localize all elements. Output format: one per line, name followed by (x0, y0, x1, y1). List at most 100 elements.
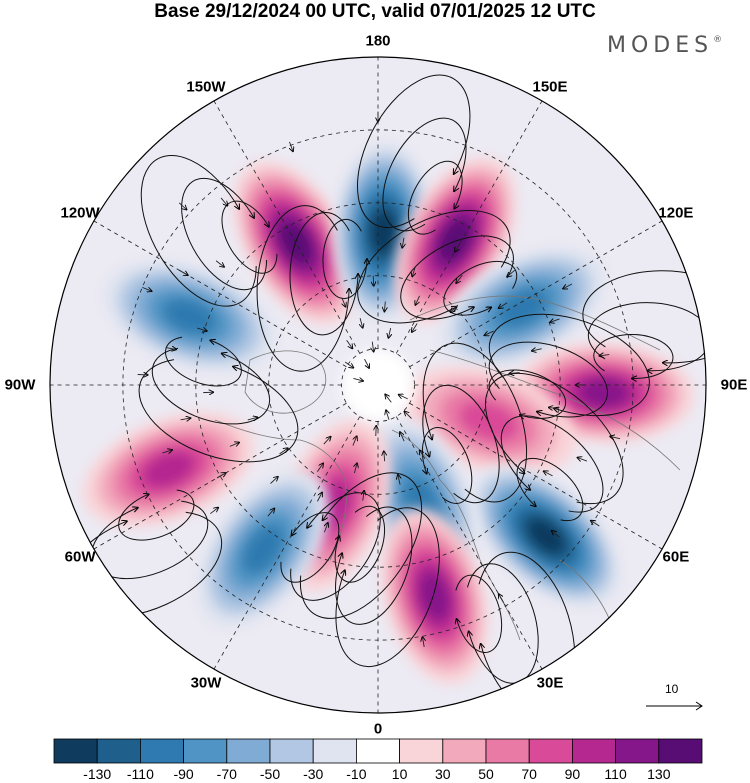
wind-arrow (412, 266, 415, 277)
colorbar-bin (399, 738, 444, 764)
lon-60e: 60E (662, 548, 690, 566)
wind-arrow (422, 637, 424, 648)
low-35w (197, 470, 329, 629)
wind-arrow (363, 491, 364, 501)
map-title: Base 29/12/2024 00 UTC, valid 07/01/2025… (154, 1, 596, 22)
high-15e (380, 508, 489, 685)
wind-arrow (499, 302, 508, 308)
meridian (395, 416, 543, 670)
lon-90e: 90E (720, 376, 748, 394)
wind-arrow (354, 463, 357, 474)
stream-high-20w (334, 505, 440, 668)
colorbar-tick-label: 70 (521, 766, 537, 782)
low-50e (471, 465, 621, 607)
wind-arrow (317, 463, 323, 472)
colorbar-bin (572, 738, 617, 764)
wind-arrow (290, 141, 293, 151)
wind-arrow (344, 361, 353, 368)
colorbar-tick-label: 30 (435, 766, 451, 782)
wind-arrow (398, 475, 400, 485)
wind-arrow (372, 341, 373, 352)
meridian (93, 402, 347, 550)
wind-arrow (220, 197, 227, 206)
wind-arrow (197, 328, 207, 331)
wind-arrow (352, 436, 357, 446)
modes-logo: MODES® (607, 33, 722, 58)
map-border (49, 56, 707, 714)
high-70w (82, 412, 255, 527)
lon-120e: 120E (658, 204, 694, 222)
wind-arrow (402, 237, 404, 248)
colorbar-tick-label: 90 (564, 766, 581, 782)
wind-arrow (215, 260, 224, 267)
wind-arrow (544, 471, 553, 477)
registered-mark: ® (713, 35, 723, 45)
wind-arrow (563, 283, 573, 289)
wind-arrow (485, 330, 494, 335)
lon-150e: 150E (532, 78, 568, 96)
colorbar-bin (53, 738, 98, 764)
wind-arrow (323, 437, 331, 445)
wind-arrow (415, 295, 420, 305)
wind-arrow (610, 436, 621, 438)
colorbar-tick-label: -30 (303, 766, 324, 782)
wind-arrow (279, 448, 287, 455)
wind-arrow (532, 349, 542, 351)
colorbar-tick-label: -90 (173, 766, 194, 782)
stream-low-35w (280, 472, 423, 619)
colorbar-bin (139, 738, 184, 764)
stream-low-110w (138, 336, 299, 463)
lon-30e: 30E (536, 674, 564, 692)
high-150w (233, 161, 359, 325)
wind-arrow (507, 269, 516, 276)
anomaly-field (82, 142, 694, 685)
wind-arrow (385, 394, 392, 403)
wind-arrow (456, 274, 463, 283)
colorbar-tick-label: 50 (478, 766, 494, 782)
wind-arrow (510, 373, 520, 374)
wind-arrow (404, 411, 412, 419)
colorbar-bin (183, 738, 228, 764)
brand-name: MODES (607, 33, 714, 58)
colorbar-bin (312, 738, 357, 764)
wind-arrow (451, 304, 459, 312)
wind-arrow (399, 395, 408, 400)
wind-arrow (210, 508, 218, 515)
wind-arrow (549, 407, 559, 408)
wind-arrow (142, 286, 151, 291)
colorbar-tick-label: -110 (126, 766, 154, 782)
wind-arrow (591, 521, 600, 527)
meridian (213, 416, 361, 670)
colorbar-bin (442, 738, 487, 764)
coastline-1 (244, 350, 327, 414)
wind-arrow (550, 319, 560, 322)
wind-arrow (364, 358, 370, 368)
lon-90w: 90W (4, 376, 36, 394)
lon-60w: 60W (64, 548, 96, 566)
wind-arrow (384, 451, 385, 462)
colorbar-tick-label: -70 (216, 766, 237, 782)
wind-arrow (420, 450, 426, 460)
pole-neutral (342, 349, 414, 421)
wind-arrow (341, 297, 346, 306)
meridian (213, 100, 361, 354)
colorbar-tick-label: -130 (83, 766, 112, 782)
wind-arrow (388, 327, 390, 338)
wind-arrow (346, 339, 353, 348)
lon-30w: 30W (190, 674, 222, 692)
lon-120w: 120W (60, 204, 100, 222)
wind-arrow (384, 301, 385, 311)
colorbar-tick-label: 10 (391, 766, 408, 782)
stream-low-20e (421, 342, 528, 504)
wind-arrow (247, 417, 258, 420)
wind-arrow (412, 323, 418, 332)
wind-arrow (360, 317, 363, 328)
colorbar-bin (528, 738, 573, 764)
wind-arrow (166, 348, 176, 350)
wind-arrow (353, 378, 363, 381)
wind-arrow (229, 443, 239, 447)
wind-arrow (267, 509, 274, 517)
coastline-5 (409, 295, 661, 351)
